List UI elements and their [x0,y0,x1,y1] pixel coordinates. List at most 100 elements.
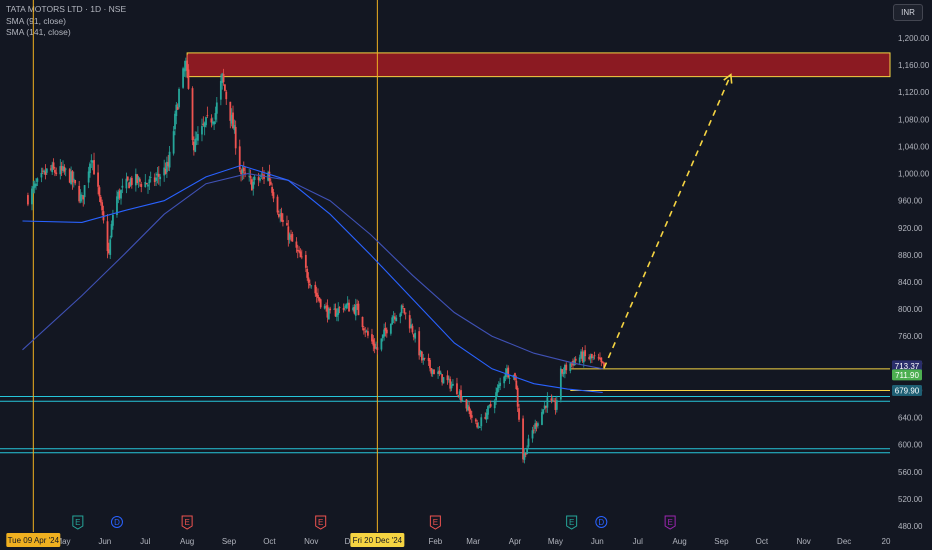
event-marker[interactable]: D [595,516,608,528]
candle-body [222,73,225,83]
candle-body [395,317,398,322]
candle-body [174,113,176,130]
candle-body [458,391,461,395]
x-axis-tick-label: Sep [714,537,729,546]
candle-body [584,350,587,357]
y-axis-tick-label: 1,040.00 [898,142,930,151]
candle-body [157,173,160,177]
earnings-marker-icon [664,515,676,530]
event-marker[interactable]: E [315,515,327,530]
candle-body [129,178,132,186]
candle-body [376,347,379,350]
date-label-text: Tue 09 Apr '24 [8,536,60,545]
candle-body [367,331,369,336]
candle-body [333,308,336,310]
y-axis-tick-label: 960.00 [898,197,923,206]
candle-body [201,126,203,135]
candle-body [559,368,562,400]
event-marker[interactable]: E [72,515,84,530]
event-marker-letter: D [114,518,120,527]
candle-body [353,307,356,314]
dividend-marker-icon [595,516,608,528]
candle-body [117,191,120,199]
candle-body [148,179,151,184]
candle-body [526,447,529,455]
candle-body [120,189,122,199]
event-marker[interactable]: D [110,516,123,528]
earnings-marker-icon [566,515,578,530]
event-marker-letter: D [598,518,604,527]
candle-body [233,125,236,131]
price-label-text: 679.90 [895,387,920,396]
candle-body [469,410,472,417]
event-marker-letter: E [433,518,438,527]
candle-body [35,183,37,186]
price-label-text: 713.37 [895,362,920,371]
candle-body [590,354,593,359]
candle-body [495,392,497,401]
candle-body [601,361,604,363]
candle-body [167,162,170,167]
candle-body [365,330,368,332]
candle-body [389,323,392,334]
y-axis-tick-label: 600.00 [898,441,923,450]
candle-body [149,176,152,178]
candle-body [430,368,433,374]
candle-body [165,161,168,173]
candle-body [116,196,118,215]
currency-button[interactable]: INR [893,4,923,21]
y-axis-tick-label: 640.00 [898,414,923,423]
candle-body [205,117,207,126]
candle-body [60,166,63,171]
event-marker[interactable]: E [664,515,676,530]
candle-body [439,372,442,375]
x-axis-tick-label: Aug [180,537,194,546]
candle-body [420,351,423,361]
candle-body [588,357,591,360]
candle-body [518,408,520,420]
candle-body [299,251,302,258]
candle-body [27,195,29,205]
y-axis-tick-label: 920.00 [898,224,923,233]
candle-body [392,316,395,318]
candle-body [431,369,434,375]
candle-body [136,174,139,183]
candle-body [253,176,256,181]
event-marker[interactable]: E [429,515,441,530]
candle-body [234,126,237,149]
crosshair-date-label: Tue 09 Apr '24 [6,533,61,547]
candle-body [64,168,67,170]
date-label-text: Fri 20 Dec '24 [353,536,403,545]
candle-body [542,409,545,414]
candle-body [295,241,298,248]
candle-body [357,303,360,316]
candle-body [118,190,121,199]
candle-body [36,178,39,182]
candle-body [546,397,549,408]
candle-body [461,400,464,402]
candle-body [307,277,310,283]
candle-body [257,177,260,181]
candle-body [71,171,74,183]
x-axis-tick-label: Jun [591,537,604,546]
candle-body [244,172,247,175]
event-marker[interactable]: E [181,515,193,530]
candle-body [489,404,492,407]
candle-body [545,405,547,408]
candle-body [460,390,462,401]
candle-body [516,387,519,407]
candle-body [555,400,558,410]
candle-body [110,224,113,238]
x-axis-tick-label: May [548,537,563,546]
candle-body [438,370,441,374]
candle-body [385,329,388,334]
candle-body [335,313,338,317]
candle-body [309,283,311,286]
candle-body [574,358,577,361]
candle-body [503,376,506,384]
event-marker[interactable]: E [566,515,578,530]
price-axis-label: 713.37 [892,360,922,372]
event-marker-letter: E [75,518,80,527]
candle-body [319,299,322,308]
